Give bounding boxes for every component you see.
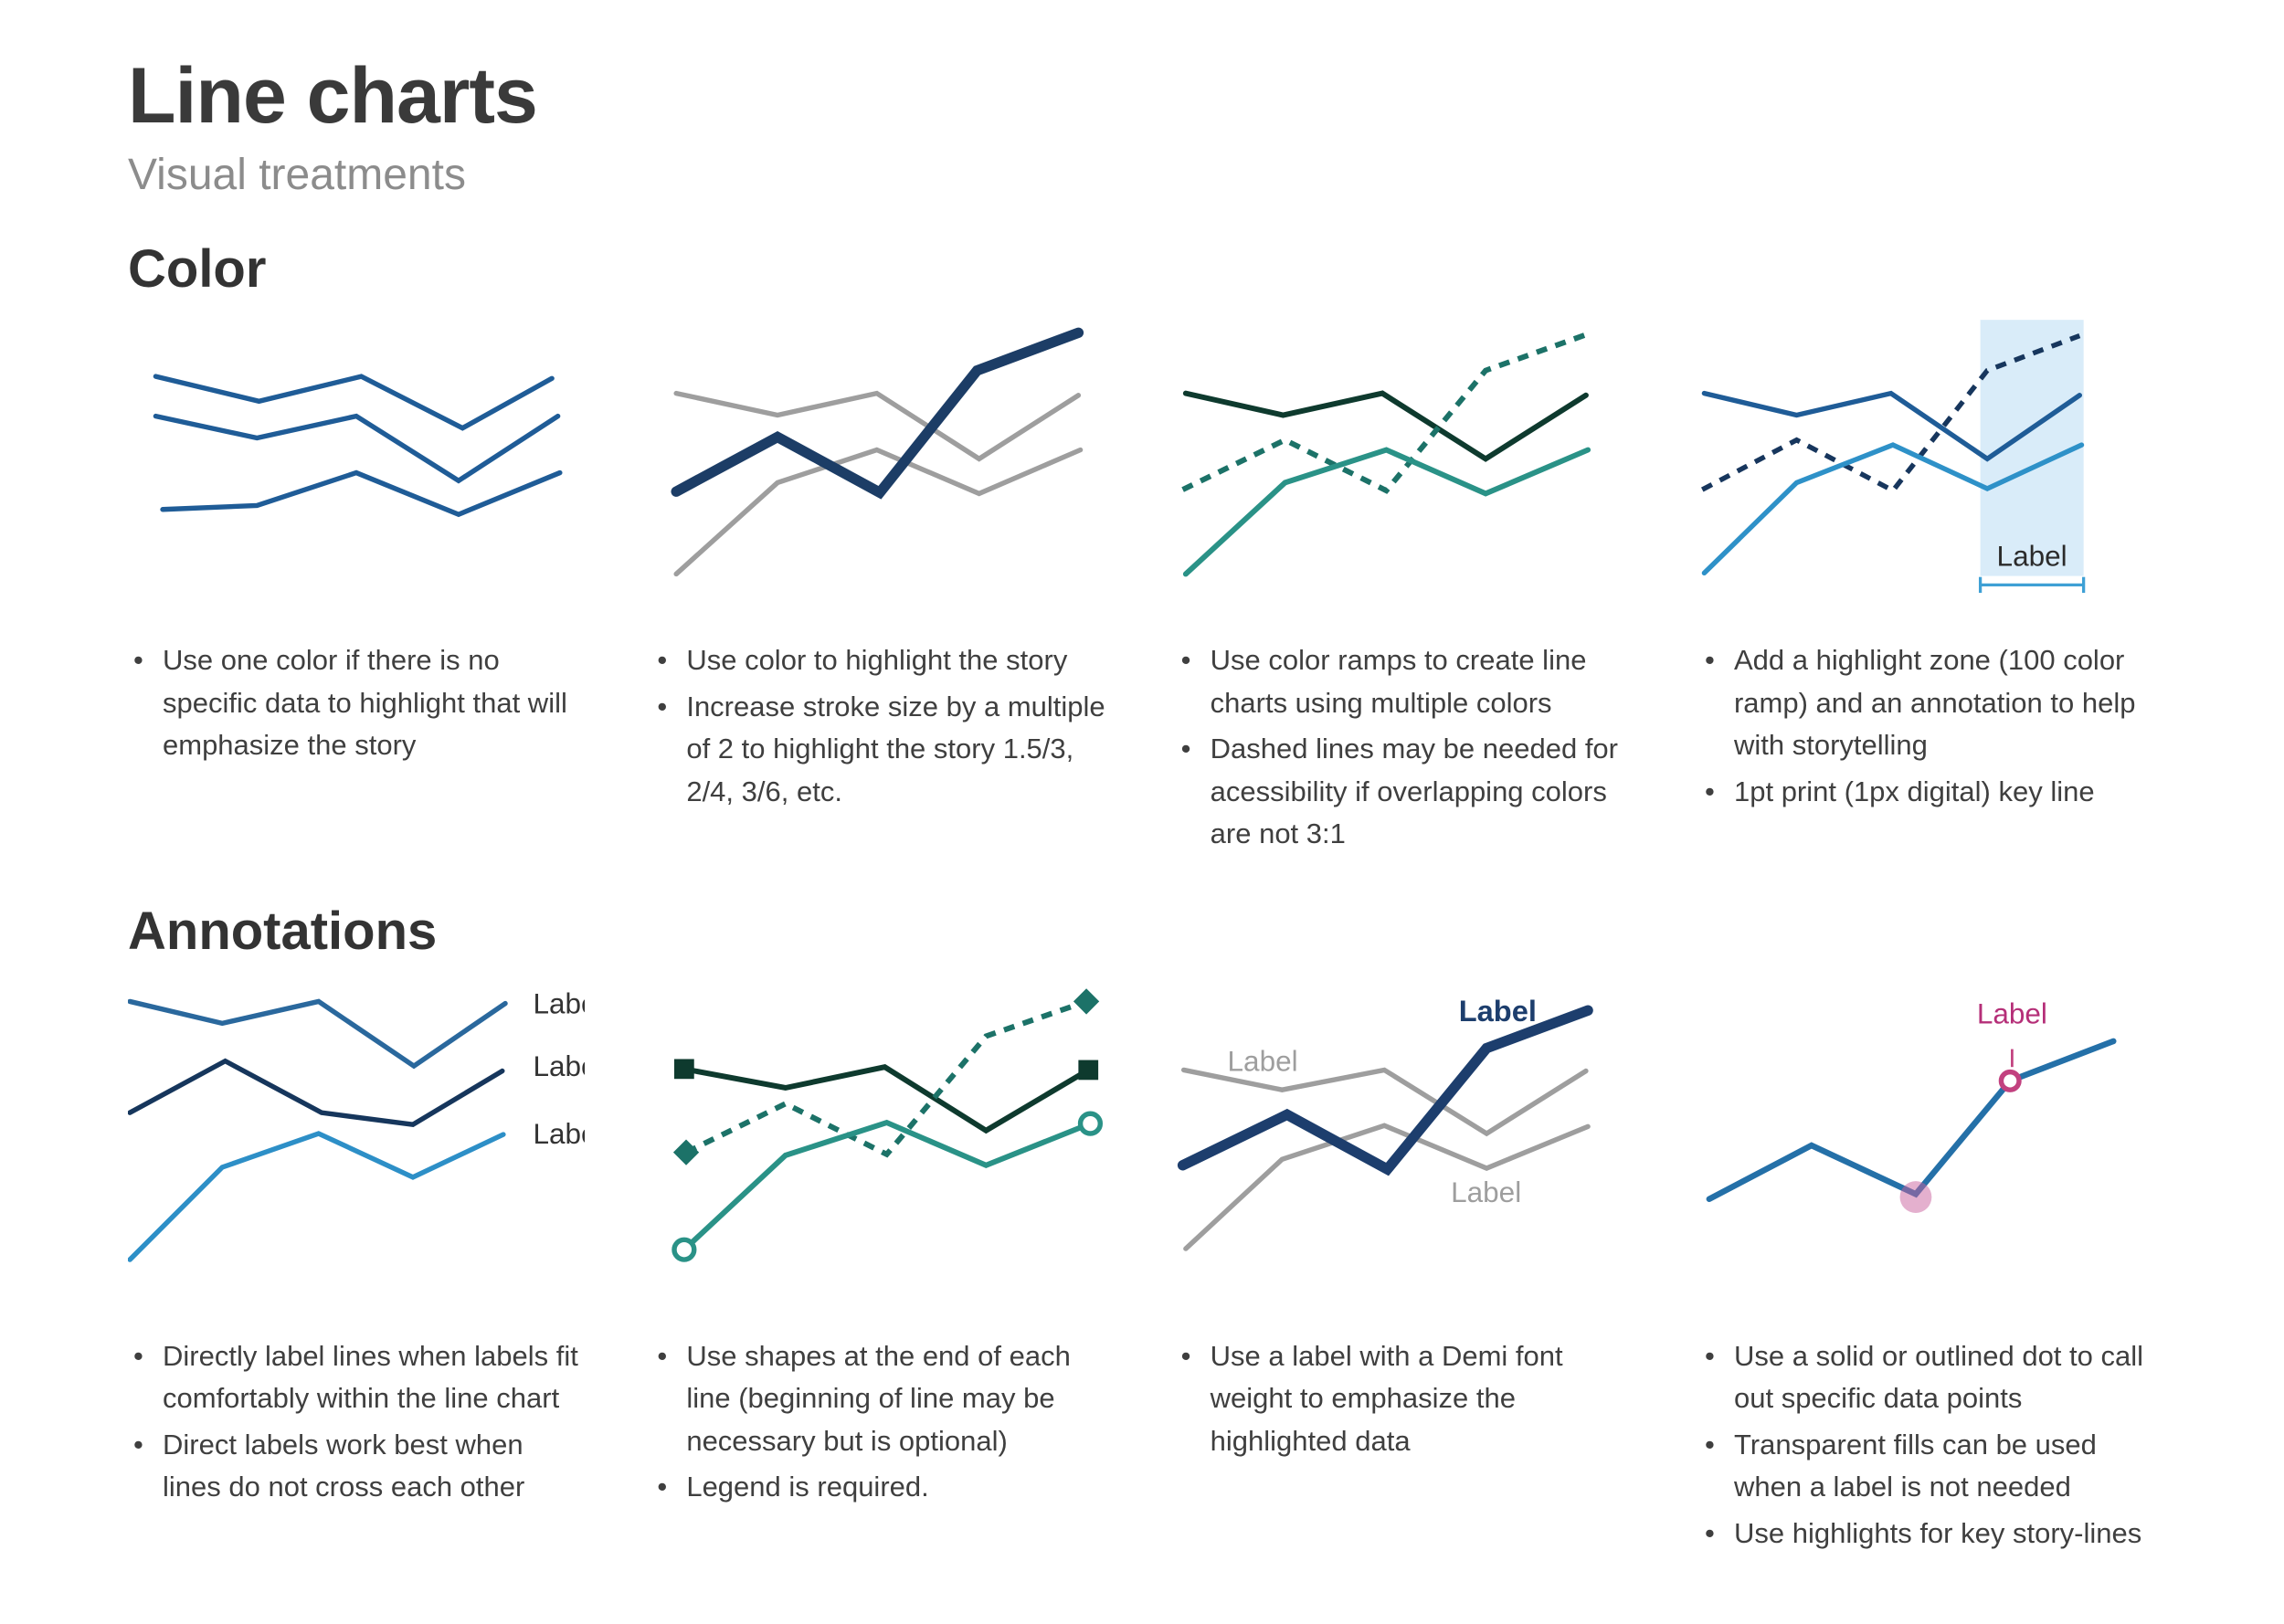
bullet-item: Use color to highlight the story bbox=[651, 639, 1108, 682]
panel-end-shapes: Use shapes at the end of each line (begi… bbox=[651, 974, 1108, 1558]
demi-label: Label bbox=[1458, 994, 1536, 1028]
blue-line-middle bbox=[153, 414, 561, 484]
bullet-item: Dashed lines may be needed for acessibil… bbox=[1176, 728, 1633, 856]
page: Line charts Visual treatments Color Use … bbox=[0, 0, 2284, 1558]
square-marker-start bbox=[674, 1059, 695, 1080]
chart-color-ramp bbox=[1180, 332, 1591, 577]
zone-label: Label bbox=[1997, 540, 2067, 573]
navy-highlight-line bbox=[671, 327, 1084, 500]
direct-label-2: Label bbox=[533, 1049, 585, 1082]
gray-line-bottom bbox=[673, 447, 1084, 577]
steel-blue-line bbox=[128, 998, 508, 1070]
bullet-item: 1pt print (1px digital) key line bbox=[1699, 771, 2156, 814]
bullet-item: Use one color if there is no specific da… bbox=[128, 639, 585, 767]
light-blue-line bbox=[128, 1131, 506, 1262]
chart-dot-callouts: Label bbox=[1706, 997, 2117, 1214]
page-subtitle: Visual treatments bbox=[128, 150, 466, 199]
bullet-item: Use shapes at the end of each line (begi… bbox=[651, 1335, 1108, 1463]
teal-dashed-line bbox=[685, 998, 1088, 1158]
direct-label-1: Label bbox=[533, 987, 585, 1020]
panel-highlight-zone: Label Add a highlight zone (100 color ra… bbox=[1699, 318, 2156, 875]
light-blue-line bbox=[1701, 442, 2085, 576]
section-color-heading: Color bbox=[128, 238, 267, 299]
diamond-marker-end bbox=[1073, 988, 1100, 1015]
section-annotations-heading: Annotations bbox=[128, 902, 438, 962]
blue-line bbox=[1706, 1038, 2117, 1203]
panel-bullets: Add a highlight zone (100 color ramp) an… bbox=[1699, 639, 2156, 875]
bullet-item: Direct labels work best when lines do no… bbox=[128, 1424, 585, 1509]
panel-bullets: Directly label lines when labels fit com… bbox=[128, 1335, 585, 1509]
gray-label-bottom: Label bbox=[1451, 1176, 1521, 1208]
bullet-item: Add a highlight zone (100 color ramp) an… bbox=[1699, 639, 2156, 767]
outlined-dot bbox=[1998, 1070, 2022, 1093]
bullet-item: Directly label lines when labels fit com… bbox=[128, 1335, 585, 1420]
open-circle-marker-start bbox=[671, 1237, 697, 1262]
chart-direct-labels: Label Label Label bbox=[128, 987, 585, 1262]
panel-bullets: Use a solid or outlined dot to call out … bbox=[1699, 1335, 2156, 1555]
panel-bullets: Use color ramps to create line charts us… bbox=[1176, 639, 1633, 875]
panel-dot-callouts: Label Use a solid or outlined dot to cal… bbox=[1699, 974, 2156, 1558]
page-title: Line charts bbox=[128, 52, 538, 140]
gray-label-top: Label bbox=[1227, 1045, 1297, 1078]
square-marker-end bbox=[1078, 1060, 1099, 1081]
chart-demi-label: Label Label Label bbox=[1177, 994, 1593, 1251]
open-circle-marker-end bbox=[1078, 1111, 1104, 1136]
bullet-item: Increase stroke size by a multiple of 2 … bbox=[651, 686, 1108, 814]
bullet-item: Use color ramps to create line charts us… bbox=[1176, 639, 1633, 724]
chart-end-shapes bbox=[671, 988, 1104, 1262]
dark-green-line bbox=[682, 1064, 1092, 1134]
chart-color-highlight bbox=[671, 327, 1084, 577]
transparent-solid-dot bbox=[1899, 1181, 1932, 1214]
gray-line-top bbox=[673, 391, 1082, 462]
direct-label-3: Label bbox=[533, 1117, 585, 1150]
bullet-item: Use a label with a Demi font weight to e… bbox=[1176, 1335, 1633, 1463]
blue-line-top bbox=[153, 374, 555, 432]
panel-bullets: Use one color if there is no specific da… bbox=[128, 639, 585, 875]
bullet-item: Use a solid or outlined dot to call out … bbox=[1699, 1335, 2156, 1420]
teal-dashed-line bbox=[1180, 332, 1587, 495]
panel-color-ramp: Use color ramps to create line charts us… bbox=[1176, 318, 1633, 875]
bullet-item: Legend is required. bbox=[651, 1466, 1108, 1509]
panel-bullets: Use a label with a Demi font weight to e… bbox=[1176, 1335, 1633, 1463]
panel-demi-label: Label Label Label Use a label with a Demi … bbox=[1176, 974, 1633, 1558]
gray-line-bottom bbox=[1182, 1123, 1591, 1251]
navy-line bbox=[128, 1058, 505, 1128]
panel-one-color: Use one color if there is no specific da… bbox=[128, 318, 585, 875]
navy-dashed-line bbox=[1700, 333, 2081, 494]
chart-one-color bbox=[153, 374, 563, 518]
teal-solid-line bbox=[1182, 447, 1591, 577]
highlight-zone bbox=[1980, 320, 2084, 576]
panel-bullets: Use color to highlight the storyIncrease… bbox=[651, 639, 1108, 875]
dot-label: Label bbox=[1977, 997, 2047, 1030]
color-charts-row: Use one color if there is no specific da… bbox=[128, 318, 2156, 875]
gray-line-top bbox=[1180, 1067, 1589, 1137]
panel-color-highlight: Use color to highlight the storyIncrease… bbox=[651, 318, 1108, 875]
diamond-marker-start bbox=[673, 1139, 700, 1165]
panel-direct-labels: Label Label Label Directly label lines whe… bbox=[128, 974, 585, 1558]
bullet-item: Transparent fills can be used when a lab… bbox=[1699, 1424, 2156, 1509]
teal-solid-line bbox=[682, 1120, 1094, 1253]
annotations-charts-row: Label Label Label Directly label lines whe… bbox=[128, 974, 2156, 1558]
blue-solid-line bbox=[1701, 391, 2083, 462]
navy-highlight-line bbox=[1177, 1005, 1593, 1176]
chart-highlight-zone: Label bbox=[1700, 320, 2086, 594]
bullet-item: Use highlights for key story-lines bbox=[1699, 1513, 2156, 1555]
blue-line-bottom bbox=[160, 469, 563, 518]
panel-bullets: Use shapes at the end of each line (begi… bbox=[651, 1335, 1108, 1509]
dark-green-line bbox=[1182, 390, 1589, 463]
page-header: Line charts Visual treatments bbox=[128, 52, 2156, 200]
section-color: Color Use one color if there is no speci… bbox=[128, 238, 2156, 876]
section-annotations: Annotations Label Label Label Directly lab… bbox=[128, 902, 2156, 1558]
